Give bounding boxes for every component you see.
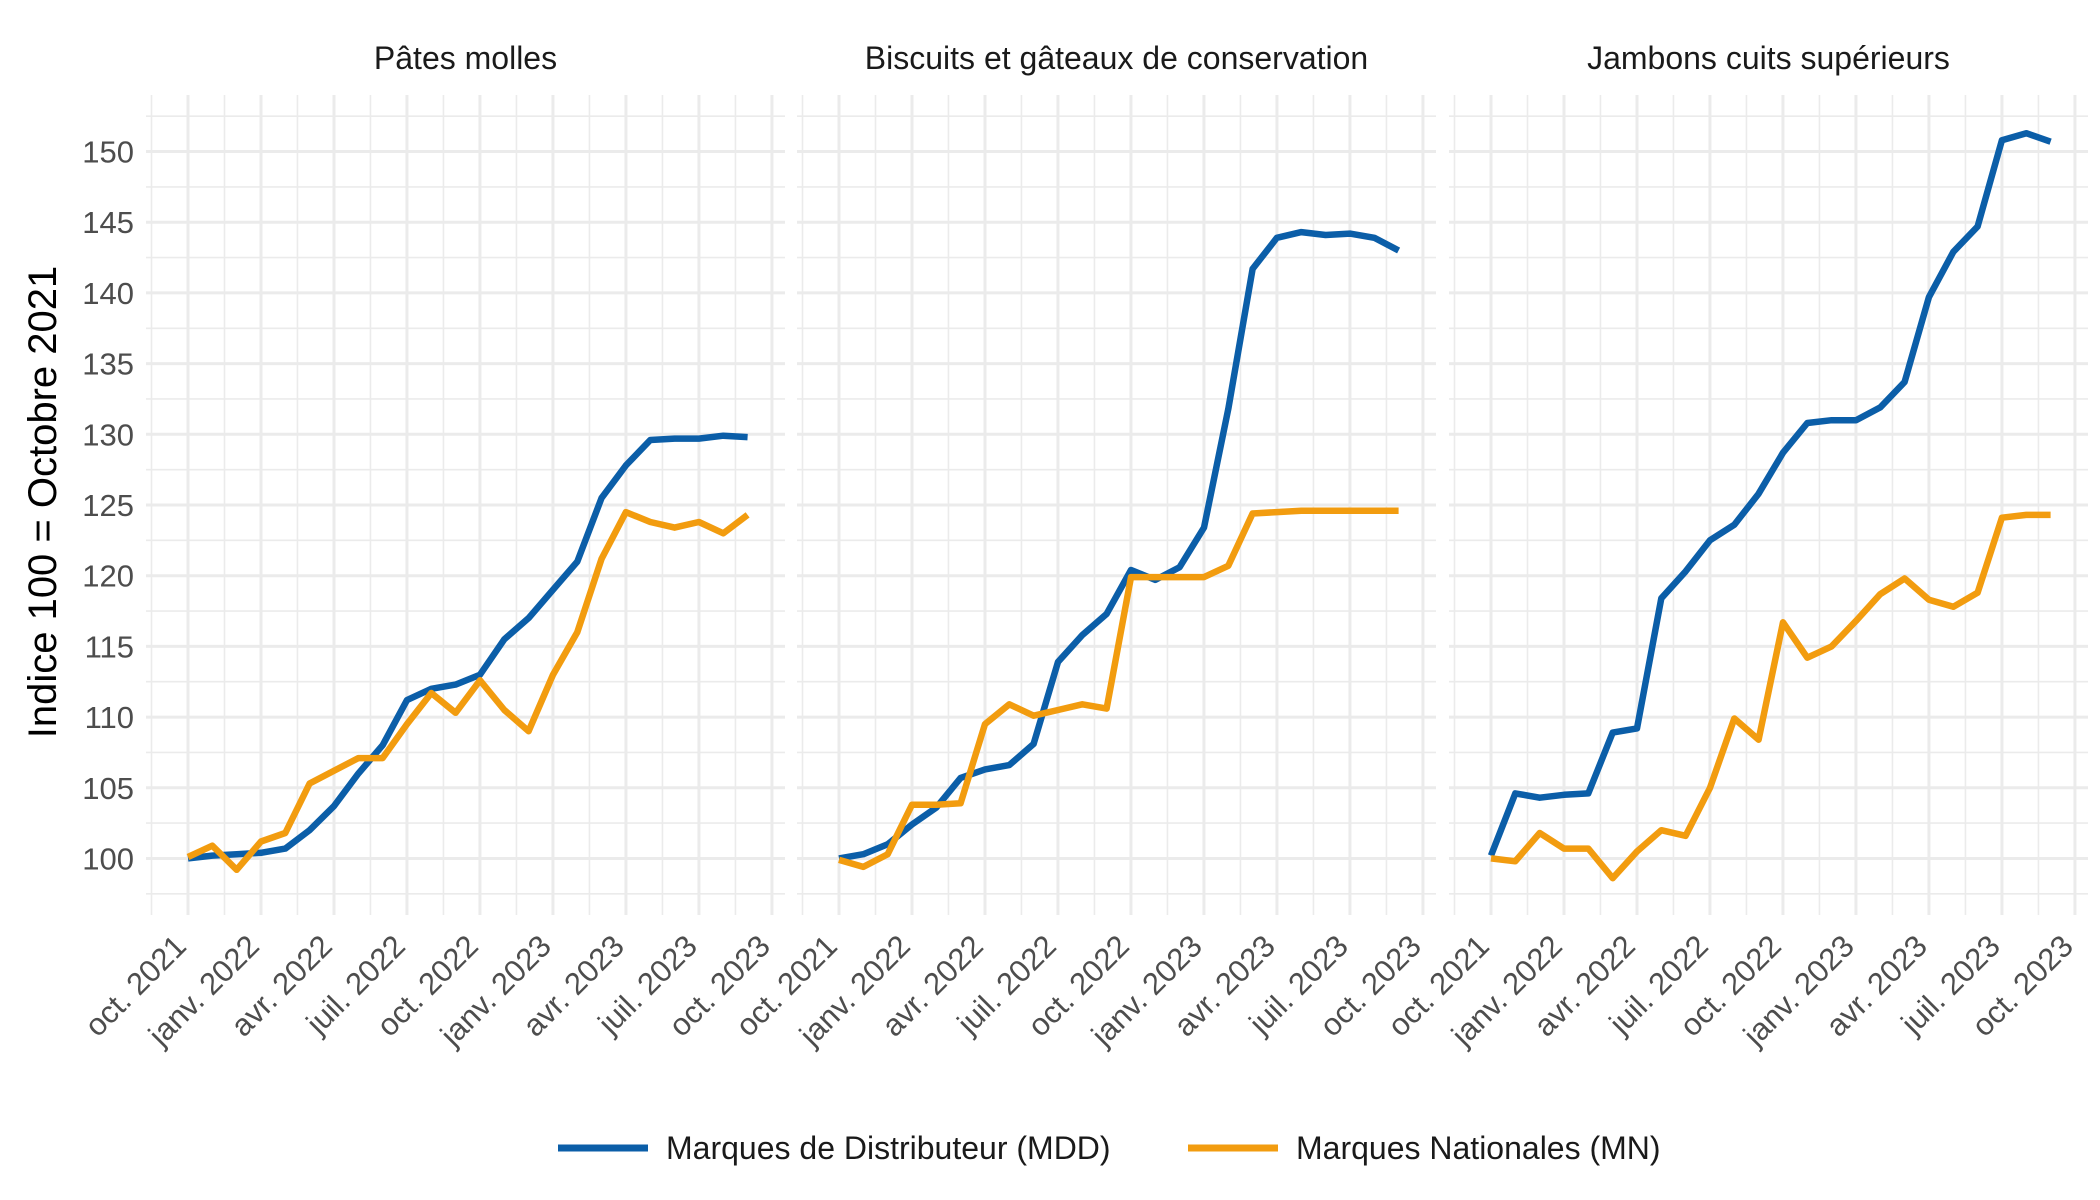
y-tick-label: 120 [82, 559, 134, 594]
facet-panel-2: Biscuits et gâteaux de conservationoct. … [729, 40, 1436, 1053]
legend: Marques de Distributeur (MDD) Marques Nat… [558, 1130, 1661, 1166]
y-tick-label: 100 [82, 841, 134, 876]
y-tick-label: 140 [82, 276, 134, 311]
legend-label-2: Marques Nationales (MN) [1296, 1130, 1661, 1166]
y-tick-label: 135 [82, 347, 134, 382]
series-line-mn [1490, 511, 2051, 882]
series-line-mdd [1487, 129, 2052, 857]
facet-title: Jambons cuits supérieurs [1587, 40, 1950, 76]
series-line-mdd [187, 432, 748, 862]
series-line-mn [838, 507, 1399, 871]
y-tick-label: 115 [85, 629, 134, 664]
y-tick-label: 105 [82, 771, 134, 806]
facet-title: Pâtes molles [374, 40, 557, 76]
series-line-mn [186, 508, 750, 874]
facet-panel-1: Pâtes molles 100 105 110 115 120 125 130 135 140 1… [78, 40, 785, 1053]
y-tick-label: 125 [82, 488, 134, 523]
series-line-mdd [838, 228, 1401, 862]
y-tick-label: 150 [82, 135, 134, 170]
facet-title: Biscuits et gâteaux de conservation [865, 40, 1368, 76]
legend-label-1: Marques de Distributeur (MDD) [666, 1130, 1111, 1166]
y-tick-label: 130 [82, 417, 134, 452]
y-tick-label: 110 [85, 700, 134, 735]
y-axis-title: Indice 100 = Octobre 2021 [21, 266, 65, 739]
y-tick-label: 145 [82, 205, 134, 240]
